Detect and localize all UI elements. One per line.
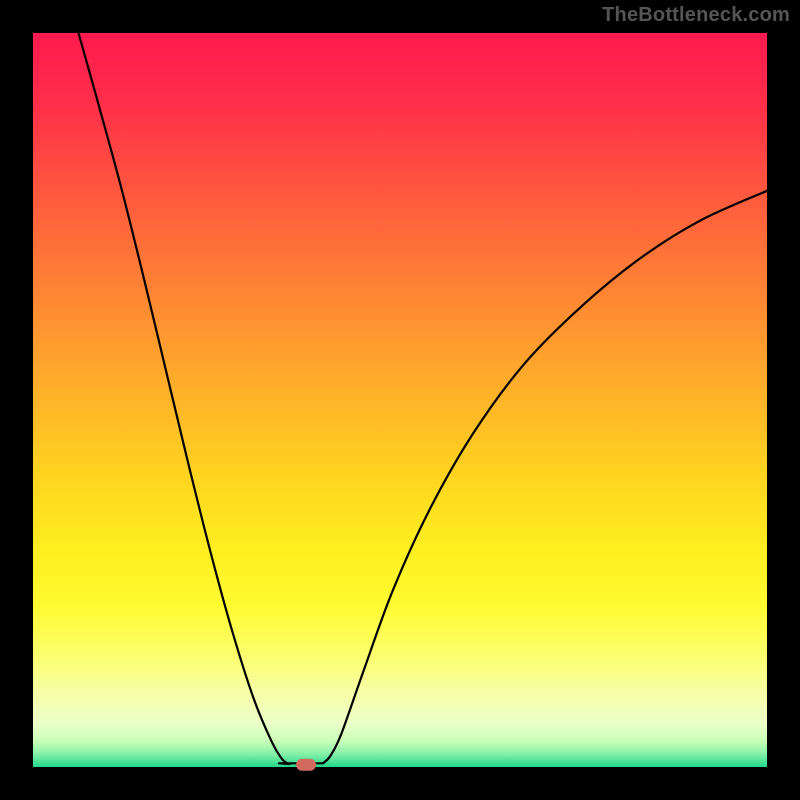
optimum-marker xyxy=(296,759,316,771)
plot-background xyxy=(33,33,767,767)
bottleneck-chart xyxy=(0,0,800,800)
watermark-text: TheBottleneck.com xyxy=(602,4,790,27)
chart-container: TheBottleneck.com xyxy=(0,0,800,800)
